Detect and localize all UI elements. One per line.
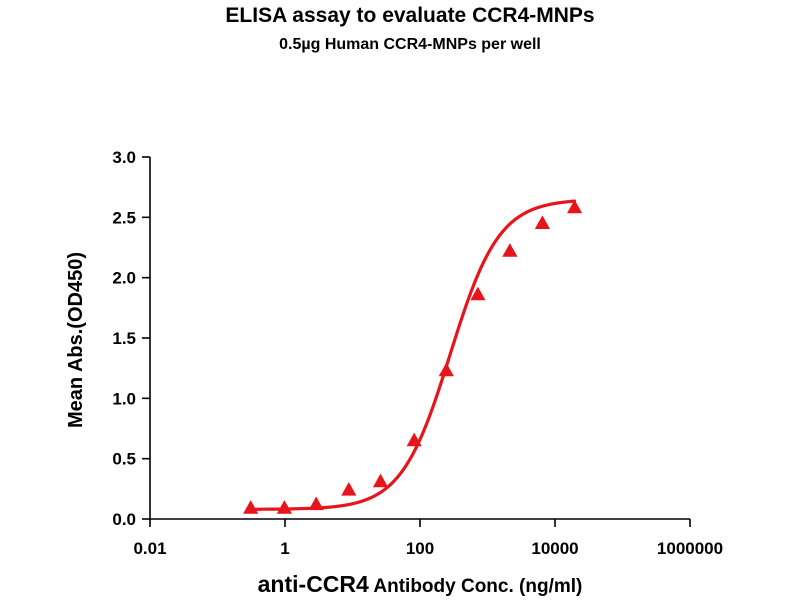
x-tick-label: 1000000 — [657, 539, 723, 558]
chart-title: ELISA assay to evaluate CCR4-MNPs — [225, 4, 594, 27]
data-point — [308, 496, 324, 511]
y-tick-label: 0.0 — [112, 510, 136, 529]
axes — [149, 157, 690, 520]
x-axis-label-rest: Antibody Conc. (ng/ml) — [369, 576, 583, 597]
data-point — [502, 243, 518, 257]
x-tick-label: 10000 — [531, 539, 578, 558]
data-point — [567, 199, 583, 214]
data-point — [372, 473, 389, 488]
x-tick-label: 0.01 — [133, 539, 166, 558]
x-tick-label: 100 — [406, 539, 434, 558]
x-axis-label-main: anti-CCR4 — [258, 571, 369, 597]
y-tick-label: 2.5 — [112, 208, 136, 227]
data-point — [243, 500, 259, 514]
data-point — [438, 362, 454, 377]
data-point — [534, 215, 550, 229]
y-tick-label: 1.5 — [112, 329, 136, 348]
y-axis-label: Mean Abs.(OD450) — [65, 252, 87, 428]
data-point — [276, 500, 292, 514]
y-tick-label: 2.0 — [112, 269, 136, 288]
x-axis-ticks: 0.01 1 100 10000 1000000 — [133, 519, 723, 558]
y-axis-ticks: 0.0 0.5 1.0 1.5 2.0 2.5 3.0 — [112, 148, 150, 529]
data-point — [470, 286, 486, 301]
data-point — [406, 432, 422, 447]
y-tick-label: 1.0 — [112, 389, 136, 408]
x-axis-label: anti-CCR4 Antibody Conc. (ng/ml) — [258, 571, 583, 597]
fit-curve — [249, 199, 577, 511]
data-point — [341, 482, 357, 496]
y-tick-label: 0.5 — [112, 450, 136, 469]
chart-subtitle: 0.5µg Human CCR4-MNPs per well — [279, 36, 541, 53]
y-tick-label: 3.0 — [112, 148, 136, 167]
data-points — [243, 199, 583, 514]
x-tick-label: 1 — [280, 539, 289, 558]
